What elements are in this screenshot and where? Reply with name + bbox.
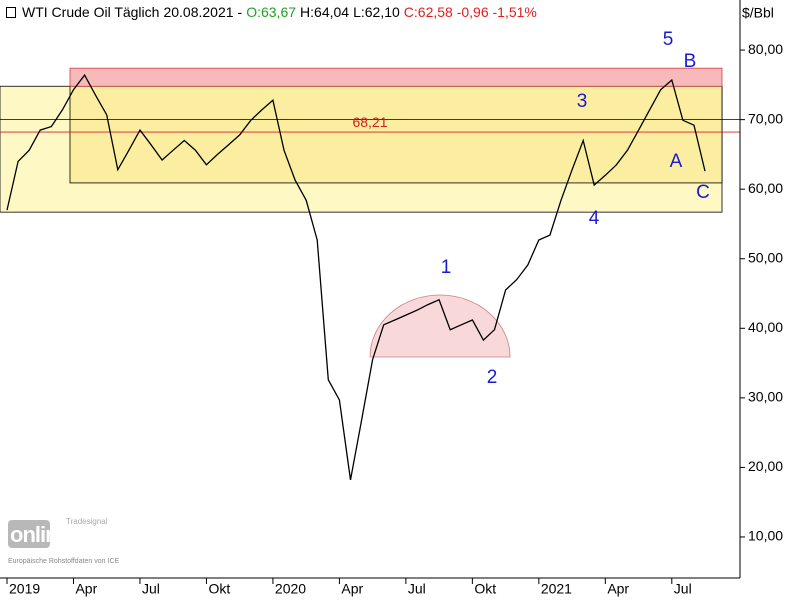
x-tick-label: 2020 (275, 581, 306, 597)
wave-label: C (696, 182, 710, 203)
wave-label: 5 (663, 29, 674, 50)
zone (69, 67, 723, 87)
x-tick-label: Jul (674, 581, 692, 597)
y-tick-label: 60,00 (748, 180, 783, 196)
icon (6, 7, 16, 18)
wave-label: A (670, 151, 683, 172)
x-tick-label: Apr (607, 581, 629, 597)
title: WTI Crude Oil Täglich (22, 4, 160, 20)
date: 20.08.2021 (163, 4, 234, 20)
dome (369, 294, 511, 358)
watermark-brand: Tradesignal (66, 517, 108, 526)
logo-box (8, 520, 50, 548)
quote: L:62,10 (353, 4, 400, 20)
y-tick-label: 70,00 (748, 110, 783, 126)
x-tick-label: Okt (474, 581, 496, 597)
level-label: 68,21 (352, 114, 387, 130)
separator: - (237, 4, 243, 20)
y-tick-label: 10,00 (748, 528, 783, 544)
x-tick-label: Jul (142, 581, 160, 597)
wave-label: 4 (589, 208, 600, 229)
wave-label: 1 (441, 257, 452, 278)
quote: O:63,67 (246, 4, 297, 20)
y-tick-label: 80,00 (748, 41, 783, 57)
y-tick-label: 20,00 (748, 458, 783, 474)
header: WTI Crude Oil Täglich 20.08.2021- O:63,67 H… (6, 4, 541, 20)
x-tick-label: Apr (341, 581, 363, 597)
watermark-logo: online (10, 522, 70, 547)
quote: H:64,04 (300, 4, 350, 20)
x-tick-label: Okt (208, 581, 230, 597)
watermark-source: Europäische Rohstoffdaten von ICE (8, 558, 119, 565)
x-tick-label: Jul (408, 581, 426, 597)
wave-label: 3 (577, 91, 588, 112)
wave-label: 2 (487, 367, 498, 388)
y-tick-label: 40,00 (748, 319, 783, 335)
price-line (6, 73, 706, 481)
x-tick-label: 2021 (541, 581, 572, 597)
zone (69, 85, 723, 184)
wave-label: B (684, 51, 697, 72)
x-tick-label: Apr (75, 581, 97, 597)
y-tick-label: 30,00 (748, 389, 783, 405)
x-tick-label: 2019 (9, 581, 40, 597)
y-tick-label: 50,00 (748, 249, 783, 265)
quote: C:62,58 -0,96 -1,51% (403, 4, 537, 20)
y-unit: $/Bbl (742, 5, 774, 21)
